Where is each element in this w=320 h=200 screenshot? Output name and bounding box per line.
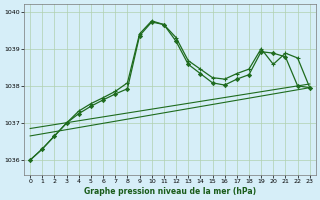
X-axis label: Graphe pression niveau de la mer (hPa): Graphe pression niveau de la mer (hPa): [84, 187, 256, 196]
